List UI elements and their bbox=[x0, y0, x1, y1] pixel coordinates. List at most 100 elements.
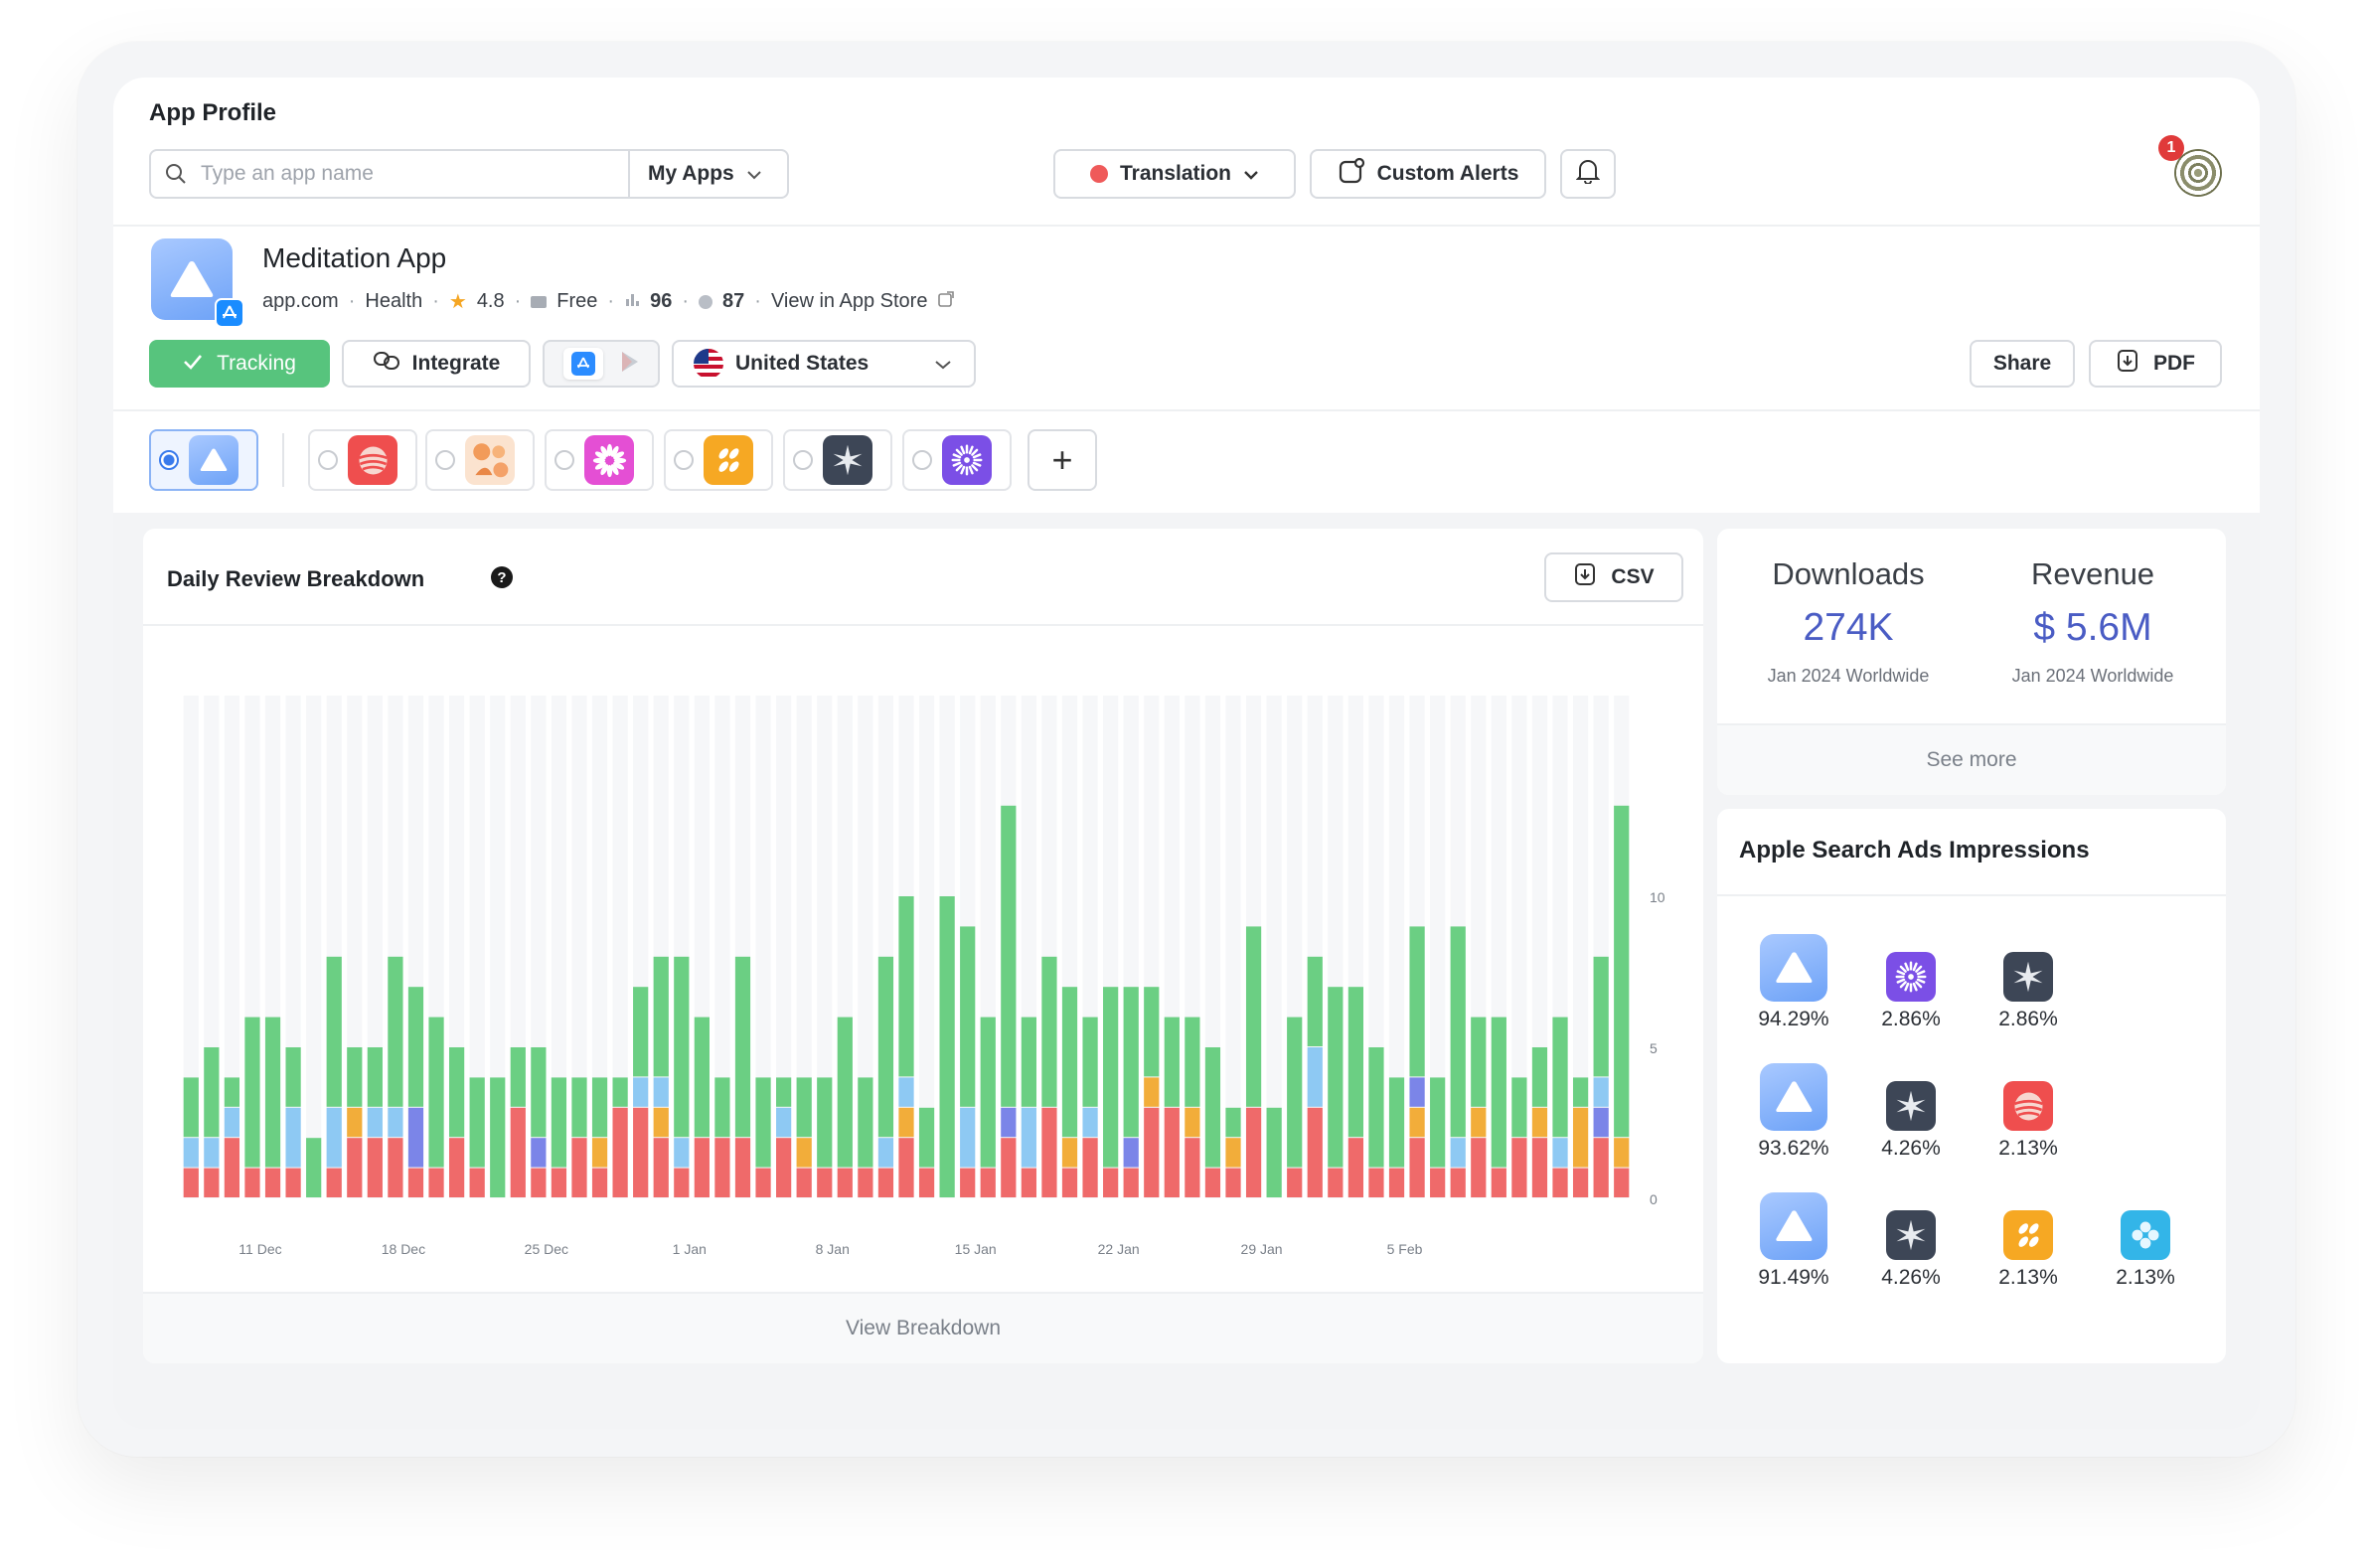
x-tick-label: 18 Dec bbox=[382, 1241, 425, 1257]
radio-button[interactable] bbox=[159, 450, 179, 470]
bar-segment bbox=[510, 1047, 526, 1107]
bar-segment bbox=[1307, 956, 1323, 1046]
bar-segment bbox=[1123, 987, 1139, 1138]
competitor-option[interactable] bbox=[425, 429, 535, 491]
competitor-option[interactable] bbox=[902, 429, 1012, 491]
bar-segment bbox=[960, 1168, 976, 1197]
bar-segment bbox=[1225, 1107, 1241, 1138]
bar-segment bbox=[674, 1138, 690, 1168]
country-label: United States bbox=[735, 352, 870, 375]
competitor-option[interactable] bbox=[308, 429, 417, 491]
radio-button[interactable] bbox=[912, 450, 932, 470]
country-dropdown[interactable]: United States bbox=[672, 340, 976, 388]
bar-segment bbox=[285, 1107, 301, 1168]
help-icon[interactable]: ? bbox=[491, 566, 513, 588]
bar-segment bbox=[1123, 1138, 1139, 1168]
bar-segment bbox=[407, 1168, 424, 1197]
translation-dropdown[interactable]: Translation bbox=[1053, 149, 1296, 199]
see-more-button[interactable]: See more bbox=[1717, 723, 2226, 795]
competitor-option[interactable] bbox=[545, 429, 654, 491]
alert-icon bbox=[1338, 157, 1365, 191]
bar-segment bbox=[367, 1138, 383, 1197]
bar-segment bbox=[1123, 1168, 1139, 1197]
bar-segment bbox=[510, 1107, 526, 1197]
bar-segment bbox=[1368, 1047, 1384, 1168]
daily-review-panel: Daily Review Breakdown ? CSV 0 5 10 11 Dec 1… bbox=[143, 529, 1703, 1363]
bar-segment bbox=[776, 1107, 792, 1138]
app-meta: app.com · Health · ★ 4.8 · Free · 96 · 8… bbox=[262, 289, 955, 314]
bar-lane bbox=[306, 696, 322, 1198]
csv-button[interactable]: CSV bbox=[1544, 552, 1683, 602]
competitor-option[interactable] bbox=[149, 429, 258, 491]
x-tick-label: 22 Jan bbox=[1098, 1241, 1140, 1257]
translation-label: Translation bbox=[1119, 162, 1232, 185]
view-in-app-store-link[interactable]: View in App Store bbox=[770, 290, 928, 312]
bar-segment bbox=[898, 1107, 914, 1138]
share-button[interactable]: Share bbox=[1970, 340, 2075, 388]
link-icon bbox=[373, 350, 400, 378]
bar-segment bbox=[551, 1077, 567, 1168]
bar-lane bbox=[1430, 696, 1446, 1198]
my-apps-dropdown[interactable]: My Apps bbox=[628, 151, 787, 197]
add-competitor-button[interactable]: + bbox=[1028, 429, 1097, 491]
panel-title: Daily Review Breakdown bbox=[167, 566, 425, 591]
competitor-option[interactable] bbox=[783, 429, 892, 491]
bar-segment bbox=[612, 1077, 628, 1107]
bar-lane bbox=[490, 696, 506, 1198]
integrate-label: Integrate bbox=[411, 352, 501, 375]
panel-title: Apple Search Ads Impressions bbox=[1739, 837, 2090, 863]
radio-button[interactable] bbox=[674, 450, 694, 470]
view-breakdown-button[interactable]: View Breakdown bbox=[143, 1292, 1703, 1363]
x-tick-label: 1 Jan bbox=[673, 1241, 707, 1257]
divider bbox=[143, 624, 1703, 626]
triangle-app-icon bbox=[1760, 1063, 1827, 1131]
radio-button[interactable] bbox=[318, 450, 338, 470]
bar-segment bbox=[224, 1107, 240, 1138]
search-input[interactable] bbox=[201, 162, 628, 186]
radio-button[interactable] bbox=[554, 450, 574, 470]
bar-segment bbox=[1185, 1017, 1200, 1107]
bar-segment bbox=[591, 1077, 608, 1138]
radio-button[interactable] bbox=[793, 450, 813, 470]
page-title: App Profile bbox=[149, 99, 277, 126]
asa-share-percent: 2.86% bbox=[1998, 1008, 2058, 1030]
divider bbox=[113, 409, 2260, 411]
separator: · bbox=[348, 290, 356, 312]
bar-segment bbox=[1061, 1168, 1078, 1197]
notifications-button[interactable] bbox=[1560, 149, 1616, 199]
bar-segment bbox=[264, 1168, 281, 1197]
google-play-icon[interactable] bbox=[620, 351, 640, 378]
app-store-icon[interactable] bbox=[562, 348, 603, 380]
bar-segment bbox=[694, 1138, 710, 1197]
radio-button[interactable] bbox=[435, 450, 455, 470]
bar-segment bbox=[796, 1138, 812, 1168]
bar-segment bbox=[1450, 1138, 1466, 1168]
bar-segment bbox=[1409, 1138, 1425, 1197]
asa-item: 94.29% bbox=[1735, 932, 1852, 1031]
bar-lane bbox=[1511, 696, 1527, 1198]
bar-segment bbox=[898, 896, 914, 1077]
x-tick-label: 25 Dec bbox=[525, 1241, 568, 1257]
asa-share-percent: 2.13% bbox=[1998, 1137, 2058, 1160]
store-toggle[interactable] bbox=[543, 340, 660, 388]
app-domain-link[interactable]: app.com bbox=[262, 290, 339, 312]
dark-star-app-icon bbox=[823, 435, 872, 485]
pdf-button[interactable]: PDF bbox=[2089, 340, 2222, 388]
competitor-option[interactable] bbox=[664, 429, 773, 491]
y-tick-label: 10 bbox=[1650, 889, 1665, 905]
asa-share-percent: 4.26% bbox=[1881, 1137, 1941, 1160]
bar-segment bbox=[183, 1077, 199, 1138]
bar-segment bbox=[877, 1168, 894, 1197]
custom-alerts-button[interactable]: Custom Alerts bbox=[1310, 149, 1546, 199]
bar-segment bbox=[469, 1168, 485, 1197]
bar-segment bbox=[1185, 1138, 1200, 1197]
integrate-button[interactable]: Integrate bbox=[342, 340, 531, 388]
bar-lane bbox=[591, 696, 608, 1198]
bar-segment bbox=[428, 1017, 444, 1168]
app-rating: 4.8 bbox=[476, 290, 505, 312]
apple-search-ads-panel: Apple Search Ads Impressions 94.29% 2.86%… bbox=[1717, 809, 2226, 1363]
tracking-button[interactable]: Tracking bbox=[149, 340, 330, 388]
avatar[interactable] bbox=[2174, 149, 2222, 197]
triangle-app-icon bbox=[189, 435, 238, 485]
bar-segment bbox=[388, 1138, 403, 1197]
